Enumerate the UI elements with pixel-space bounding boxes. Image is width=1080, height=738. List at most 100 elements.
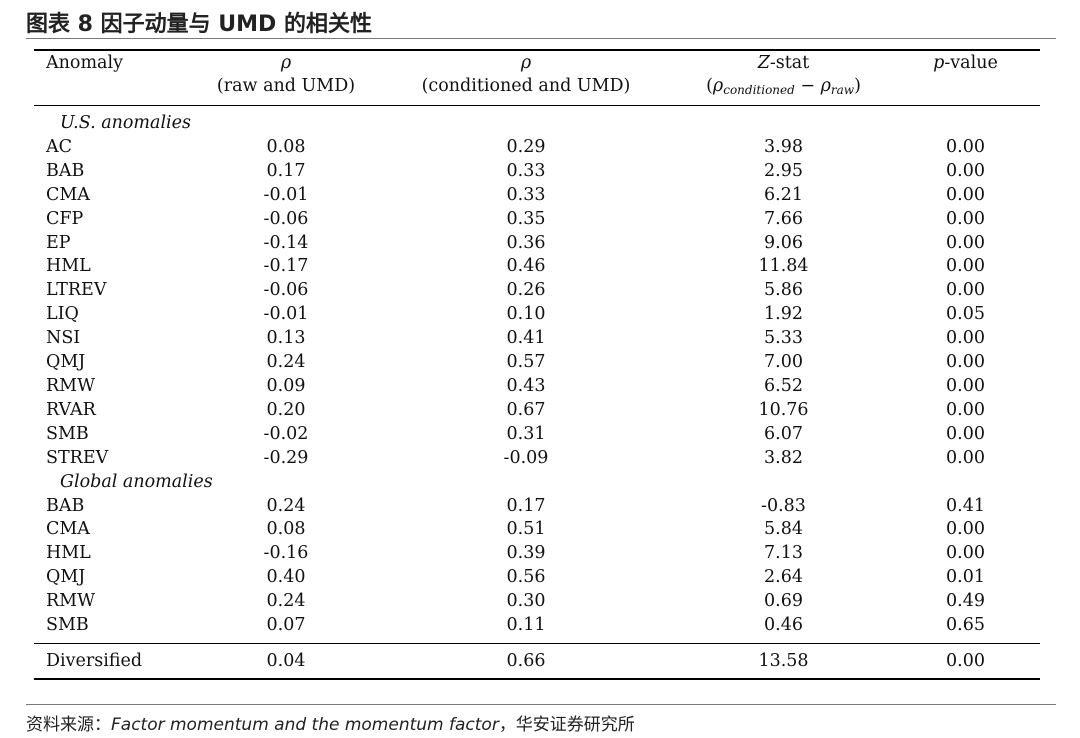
cell-anomaly: EP	[46, 232, 71, 253]
cell-zstat: 0.46	[764, 615, 803, 636]
header-zstat: Z-stat	[676, 51, 891, 75]
cell-rho-cond: 0.66	[376, 642, 676, 680]
cell-rho-raw: -0.14	[263, 232, 309, 253]
cell-rho-raw: -0.29	[263, 447, 309, 468]
p-rest: -value	[944, 53, 998, 73]
table-row: AC 0.08 0.29 3.98 0.00	[34, 136, 1040, 160]
cell-rho-cond: 0.30	[506, 591, 546, 612]
table-row: SMB -0.02 0.31 6.07 0.00	[34, 423, 1040, 447]
cell-pvalue: 0.00	[946, 328, 985, 349]
cell-zstat: 9.06	[764, 232, 803, 253]
cell-anomaly: RMW	[46, 375, 96, 396]
section-label-us: U.S. anomalies	[60, 113, 191, 133]
header-pvalue: p-value	[891, 51, 1040, 75]
cell-pvalue: 0.01	[946, 567, 985, 588]
cell-rho-cond: 0.36	[506, 232, 546, 253]
cell-zstat: 2.95	[764, 160, 803, 181]
cell-rho-raw: 0.24	[266, 495, 306, 516]
header-rho-cond: ρ	[520, 53, 532, 73]
cell-zstat: 10.76	[758, 399, 809, 420]
cell-pvalue: 0.05	[946, 304, 985, 325]
table-row: CMA 0.08 0.51 5.84 0.00	[34, 518, 1040, 542]
cell-zstat: 2.64	[764, 567, 803, 588]
cell-rho-cond: 0.67	[506, 399, 546, 420]
cell-anomaly: CMA	[46, 184, 90, 205]
header-rho-raw: ρ	[280, 53, 292, 73]
source-bar: 资料来源：Factor momentum and the momentum fa…	[26, 704, 1056, 735]
table-header: Anomaly ρ ρ Z-stat p-value (raw and UMD)…	[34, 49, 1040, 106]
cell-pvalue: 0.00	[946, 399, 985, 420]
cell-rho-raw: 0.09	[266, 375, 306, 396]
header-row-1: Anomaly ρ ρ Z-stat p-value	[34, 51, 1040, 75]
cell-rho-raw: -0.06	[263, 208, 309, 229]
cell-anomaly: BAB	[46, 495, 85, 516]
table-row: RMW 0.09 0.43 6.52 0.00	[34, 375, 1040, 399]
cell-pvalue: 0.00	[946, 232, 985, 253]
cell-pvalue: 0.00	[946, 543, 985, 564]
cell-anomaly: CFP	[46, 208, 84, 229]
cell-zstat: 3.82	[764, 447, 803, 468]
cell-rho-raw: 0.17	[266, 160, 306, 181]
figure-title-bar: 图表 8 因子动量与 UMD 的相关性	[26, 4, 1056, 39]
cell-rho-raw: 0.08	[266, 136, 306, 157]
cell-pvalue: 0.00	[946, 280, 985, 301]
cell-rho-cond: 0.17	[506, 495, 546, 516]
cell-rho-cond: 0.26	[506, 280, 546, 301]
cell-rho-cond: 0.43	[506, 375, 546, 396]
diversified-row: Diversified 0.04 0.66 13.58 0.00	[34, 642, 1040, 680]
cell-rho-cond: -0.09	[503, 447, 549, 468]
table-row: CMA -0.01 0.33 6.21 0.00	[34, 184, 1040, 208]
zstat-rest: -stat	[769, 53, 810, 73]
header-raw-sub: (raw and UMD)	[216, 76, 356, 96]
header-row-2: (raw and UMD) (conditioned and UMD) (ρco…	[34, 75, 1040, 106]
zstat-letter: Z	[757, 53, 770, 73]
cell-zstat: 5.33	[764, 328, 803, 349]
cell-rho-raw: 0.13	[266, 328, 306, 349]
cell-rho-raw: 0.24	[266, 591, 306, 612]
cell-anomaly: AC	[46, 136, 73, 157]
cell-rho-raw: -0.02	[263, 423, 309, 444]
cell-rho-cond: 0.57	[506, 352, 546, 373]
cell-zstat: 13.58	[676, 642, 891, 680]
table-row: LTREV -0.06 0.26 5.86 0.00	[34, 279, 1040, 303]
cell-pvalue: 0.41	[946, 495, 985, 516]
table-row: STREV -0.29 -0.09 3.82 0.00	[34, 447, 1040, 471]
cell-rho-cond: 0.39	[506, 543, 546, 564]
cell-zstat: 5.84	[764, 519, 803, 540]
cell-rho-cond: 0.51	[506, 519, 546, 540]
cell-rho-cond: 0.29	[506, 136, 546, 157]
cell-rho-raw: -0.16	[263, 543, 309, 564]
cell-anomaly: STREV	[46, 447, 109, 468]
cell-pvalue: 0.00	[946, 423, 985, 444]
cell-anomaly: RMW	[46, 591, 96, 612]
source-paper: Factor momentum and the momentum factor	[111, 715, 499, 735]
section-label-global: Global anomalies	[60, 471, 213, 492]
cell-anomaly: BAB	[46, 160, 85, 181]
cell-rho-cond: 0.41	[506, 328, 546, 349]
source-prefix: 资料来源：	[26, 715, 111, 735]
cell-zstat: 6.52	[764, 375, 803, 396]
cell-rho-raw: -0.17	[263, 256, 309, 277]
cell-zstat: 7.13	[764, 543, 803, 564]
cell-rho-cond: 0.31	[506, 423, 546, 444]
cell-pvalue: 0.00	[946, 160, 985, 181]
cell-anomaly: LIQ	[46, 304, 79, 325]
table-row: EP -0.14 0.36 9.06 0.00	[34, 232, 1040, 256]
section-global: Global anomalies	[34, 471, 1040, 495]
cell-rho-cond: 0.35	[506, 208, 546, 229]
cell-anomaly: SMB	[46, 615, 89, 636]
cell-rho-raw: 0.07	[266, 615, 306, 636]
cell-pvalue: 0.00	[891, 642, 1040, 680]
correlation-table-wrap: Anomaly ρ ρ Z-stat p-value (raw and UMD)…	[34, 49, 1040, 680]
cell-zstat: 7.00	[764, 352, 803, 373]
cell-rho-raw: -0.06	[263, 280, 309, 301]
cell-pvalue: 0.00	[946, 519, 985, 540]
cell-rho-raw: -0.01	[263, 304, 309, 325]
cell-pvalue: 0.00	[946, 208, 985, 229]
cell-anomaly: CMA	[46, 519, 90, 540]
cell-rho-cond: 0.11	[506, 615, 546, 636]
cell-zstat: 11.84	[758, 256, 809, 277]
source-suffix: ，华安证券研究所	[498, 715, 635, 735]
cell-rho-raw: 0.40	[266, 567, 306, 588]
cell-zstat: 5.86	[764, 280, 803, 301]
